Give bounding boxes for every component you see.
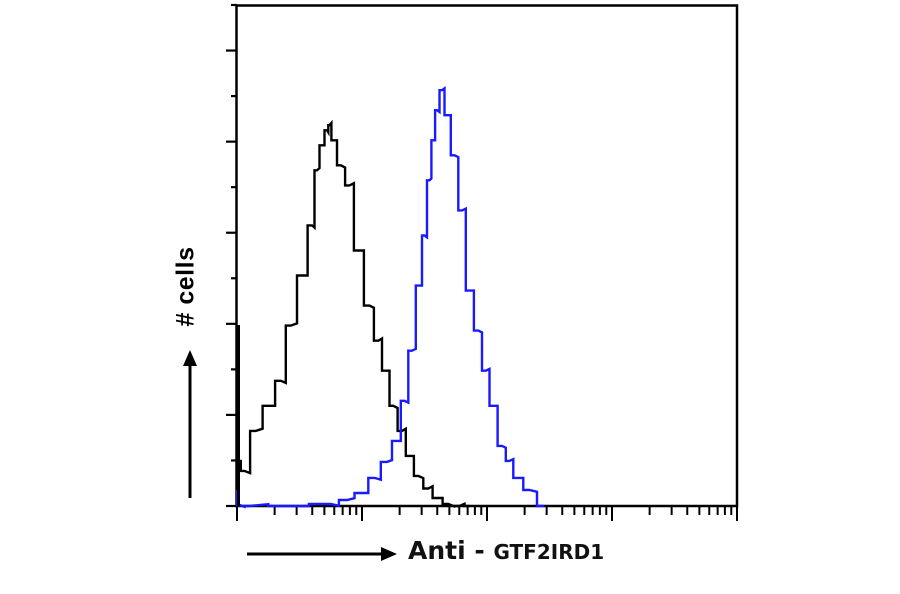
histogram-series — [235, 86, 545, 509]
x-axis-label-target: GTF2IRD1 — [493, 540, 605, 564]
y-axis-ticks — [226, 3, 237, 508]
y-axis-arrow — [183, 350, 197, 498]
x-axis-label-separator: - — [465, 536, 494, 565]
x-axis-label-prefix: Anti — [408, 536, 466, 565]
stained-histogram-line — [235, 86, 545, 509]
y-arrow-head-icon — [183, 350, 197, 366]
control-histogram-line — [235, 119, 470, 508]
y-axis-label: # cells — [166, 236, 206, 336]
x-axis-label: Anti - GTF2IRD1 — [408, 536, 604, 565]
plot-frame — [235, 4, 739, 508]
x-axis-arrow — [247, 547, 397, 561]
y-axis-label-text: # cells — [171, 246, 200, 326]
x-arrow-head-icon — [381, 547, 397, 561]
x-axis-ticks — [236, 506, 738, 521]
plot-border — [235, 4, 739, 508]
